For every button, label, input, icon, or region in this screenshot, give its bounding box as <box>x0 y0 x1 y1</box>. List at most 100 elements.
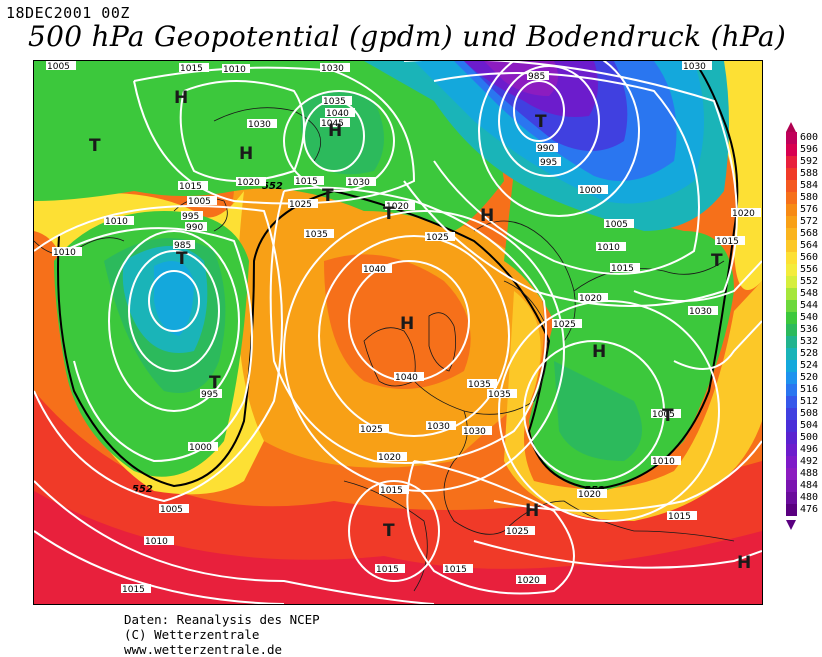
legend-level-label: 476 <box>800 504 819 515</box>
contour-552-label-north: 552 <box>262 181 283 192</box>
isobar-label: 1025 <box>426 233 449 243</box>
fill-east-yellow <box>504 281 762 521</box>
legend-level-label: 492 <box>800 456 819 467</box>
legend-level-label: 572 <box>800 216 819 227</box>
legend-row: 532 <box>786 336 822 348</box>
legend-swatch <box>786 252 797 264</box>
fill-west-trough-blue <box>154 261 194 336</box>
isobar-label: 1000 <box>189 443 212 453</box>
legend-swatch <box>786 180 797 192</box>
isobar-label: 1010 <box>597 243 620 253</box>
legend-swatch <box>786 444 797 456</box>
isobar-label: 1020 <box>732 209 755 219</box>
legend-level-label: 544 <box>800 300 819 311</box>
legend-arrow-up-icon <box>786 122 796 132</box>
legend-swatch <box>786 432 797 444</box>
legend-row: 536 <box>786 324 822 336</box>
isobar-label: 1020 <box>579 294 602 304</box>
fill-south-red <box>34 461 762 604</box>
legend-row: 496 <box>786 444 822 456</box>
legend-swatch <box>786 132 797 144</box>
fill-northeast-yellow <box>694 61 762 290</box>
legend-level-label: 524 <box>800 360 819 371</box>
isobar-label: 1005 <box>47 62 70 72</box>
isobar-label: 1015 <box>180 64 203 74</box>
high-marker: H <box>239 144 253 164</box>
legend-row: 580 <box>786 192 822 204</box>
fill-iceland-teal <box>300 91 384 175</box>
isobar-label: 1030 <box>463 427 486 437</box>
legend-level-label: 548 <box>800 288 819 299</box>
isobar-label: 985 <box>528 72 545 82</box>
isobar-label: 1030 <box>347 178 370 188</box>
legend-row: 576 <box>786 204 822 216</box>
legend-row: 556 <box>786 264 822 276</box>
legend-row: 544 <box>786 300 822 312</box>
legend-level-label: 584 <box>800 180 819 191</box>
low-marker: T <box>176 249 188 269</box>
legend-level-label: 480 <box>800 492 819 503</box>
isobar-label: 1040 <box>326 109 349 119</box>
low-marker: T <box>322 186 334 206</box>
legend-swatch <box>786 360 797 372</box>
legend-swatch <box>786 216 797 228</box>
isobar-label: 1030 <box>683 62 706 72</box>
color-legend: 600 596 592 588 584 580 576 572 568 564 560 556 552 5… <box>786 122 822 532</box>
legend-level-label: 560 <box>800 252 819 263</box>
isobar-label: 1015 <box>611 264 634 274</box>
legend-row: 592 <box>786 156 822 168</box>
isobar-label: 1020 <box>386 202 409 212</box>
isobar-label: 1025 <box>506 527 529 537</box>
legend-level-label: 596 <box>800 144 819 155</box>
low-marker: T <box>662 406 674 426</box>
isobar-label: 1010 <box>53 248 76 258</box>
isobar-label: 995 <box>182 212 199 222</box>
isobar-label: 1045 <box>321 119 344 129</box>
isobar-label: 1005 <box>188 197 211 207</box>
isobar-label: 1025 <box>553 320 576 330</box>
low-marker: T <box>89 136 101 156</box>
legend-level-label: 520 <box>800 372 819 383</box>
legend-swatch <box>786 288 797 300</box>
legend-swatch <box>786 396 797 408</box>
isobar-label: 1020 <box>378 453 401 463</box>
legend-level-label: 576 <box>800 204 819 215</box>
isobar-label: 1040 <box>395 373 418 383</box>
legend-level-label: 528 <box>800 348 819 359</box>
legend-level-label: 504 <box>800 420 819 431</box>
legend-swatch <box>786 240 797 252</box>
high-marker: H <box>592 342 606 362</box>
legend-swatch <box>786 372 797 384</box>
legend-swatch <box>786 468 797 480</box>
legend-row: 488 <box>786 468 822 480</box>
legend-level-label: 484 <box>800 480 819 491</box>
isobar-label: 995 <box>540 158 557 168</box>
legend-row: 568 <box>786 228 822 240</box>
isobar-label: 1015 <box>122 585 145 595</box>
contour-552-label-west: 552 <box>132 484 153 495</box>
isobar-label: 1030 <box>248 120 271 130</box>
high-marker: H <box>174 88 188 108</box>
isobar-label: 1010 <box>145 537 168 547</box>
legend-arrow-down-icon <box>786 520 796 530</box>
legend-level-label: 500 <box>800 432 819 443</box>
legend-level-label: 600 <box>800 132 819 143</box>
high-marker: H <box>737 553 751 573</box>
isobar-label: 1005 <box>605 220 628 230</box>
isobar-label: 1000 <box>579 186 602 196</box>
high-marker: H <box>525 501 539 521</box>
isobar-label: 1015 <box>716 237 739 247</box>
fill-south-orange <box>34 391 762 569</box>
isobar-label: 1010 <box>223 65 246 75</box>
fill-east-trough-teal <box>554 361 642 461</box>
legend-row: 512 <box>786 396 822 408</box>
legend-swatch <box>786 144 797 156</box>
legend-row: 516 <box>786 384 822 396</box>
legend-swatch <box>786 348 797 360</box>
legend-level-label: 532 <box>800 336 819 347</box>
legend-swatch <box>786 408 797 420</box>
legend-swatch <box>786 156 797 168</box>
legend-level-label: 552 <box>800 276 819 287</box>
legend-swatch <box>786 228 797 240</box>
legend-swatch <box>786 204 797 216</box>
